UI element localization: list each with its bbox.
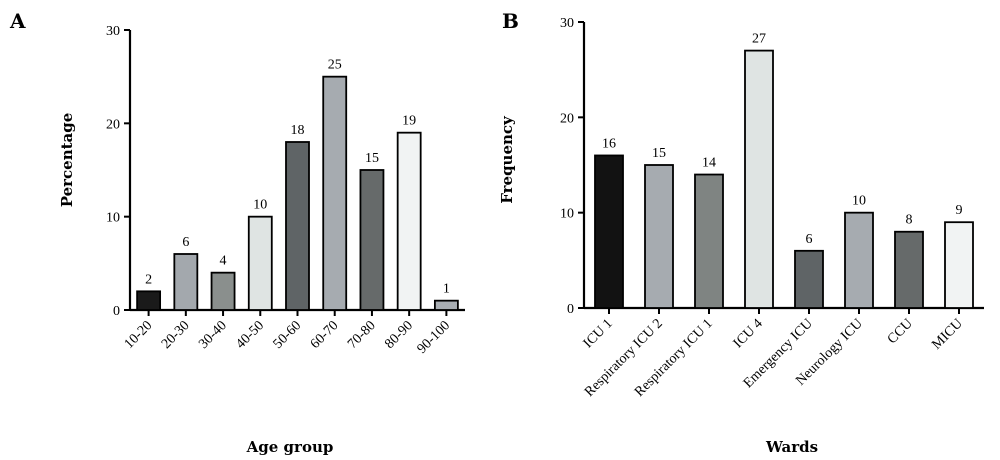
chart-a-bar-value-label: 4 [220,254,227,269]
chart-b-bar-value-label: 14 [702,156,716,171]
chart-a-bar-value-label: 6 [182,235,189,250]
chart-a-category-label: 30-40 [196,318,230,352]
chart-b-y-tick-label: 30 [560,16,574,31]
chart-b-bar [594,154,624,309]
chart-b-bar [694,173,724,309]
chart-a-bar-value-label: 18 [291,123,305,138]
chart-a-category-label: 50-60 [271,318,305,352]
chart-b-bar-value-label: 6 [806,232,813,247]
chart-a-bar [173,253,199,311]
chart-b-category-label: MICU [929,316,965,352]
chart-a-bar [433,299,459,311]
chart-b-y-tick-label: 0 [567,302,574,317]
chart-b-bar-value-label: 16 [602,136,616,151]
chart-a-bar-value-label: 25 [328,58,342,73]
chart-a-bar [247,215,273,311]
chart-a-bar-value-label: 19 [402,114,416,129]
chart-b-category-label: ICU 4 [731,316,766,351]
chart-a-category-label: 60-70 [308,318,342,352]
chart-b-bar [944,221,974,309]
chart-b-x-axis-title: Wards [765,438,818,456]
chart-a: 0 10 20 30 2 10-20 6 20-30 4 30-40 10 40-50 18 50-60 2… [106,24,465,357]
chart-a-bar-value-label: 10 [253,198,267,213]
chart-b-bar-value-label: 15 [652,146,666,161]
chart-a-category-label: 90-100 [415,318,454,357]
chart-a-bar-value-label: 15 [365,151,379,166]
chart-a-bar [210,271,236,311]
chart-a-category-label: 40-50 [233,318,267,352]
panel-b-letter: B [502,9,519,33]
chart-a-category-label: 10-20 [122,318,156,352]
chart-b-category-label: ICU 1 [581,316,616,351]
chart-a-y-tick-label: 30 [106,24,120,39]
chart-a-bar [359,169,385,311]
chart-a-y-tick-label: 0 [113,304,120,319]
chart-b-y-tick-label: 20 [560,111,574,126]
chart-a-y-tick-label: 10 [106,211,120,226]
chart-b-bar-value-label: 8 [906,213,913,228]
chart-a-category-label: 20-30 [159,318,193,352]
chart-a-bar [322,75,348,311]
chart-b-bar [644,164,674,309]
chart-a-category-label: 80-90 [382,318,416,352]
chart-b-bar [744,49,774,309]
chart-b-bar [894,230,924,309]
chart-a-category-label: 70-80 [345,318,379,352]
chart-a-bar [136,290,162,311]
chart-a-bar-value-label: 2 [145,272,152,287]
chart-a-bar-value-label: 1 [443,282,450,297]
chart-a-bar [396,131,422,311]
chart-b-bar-value-label: 27 [752,32,766,47]
chart-a-y-tick-label: 20 [106,117,120,132]
chart-a-y-axis-title: Percentage [58,113,76,208]
chart-a-bar [285,141,310,311]
chart-b-category-label: CCU [885,316,916,347]
chart-b-bar-value-label: 10 [852,194,866,209]
panel-a-letter: A [9,9,26,33]
chart-b-y-axis-title: Frequency [498,115,516,204]
chart-b-bar-value-label: 9 [956,203,963,218]
chart-b-y-tick-label: 10 [560,207,574,222]
chart-b-bar [844,211,874,309]
chart-a-x-axis-title: Age group [246,438,334,456]
chart-b-bar [794,249,824,309]
